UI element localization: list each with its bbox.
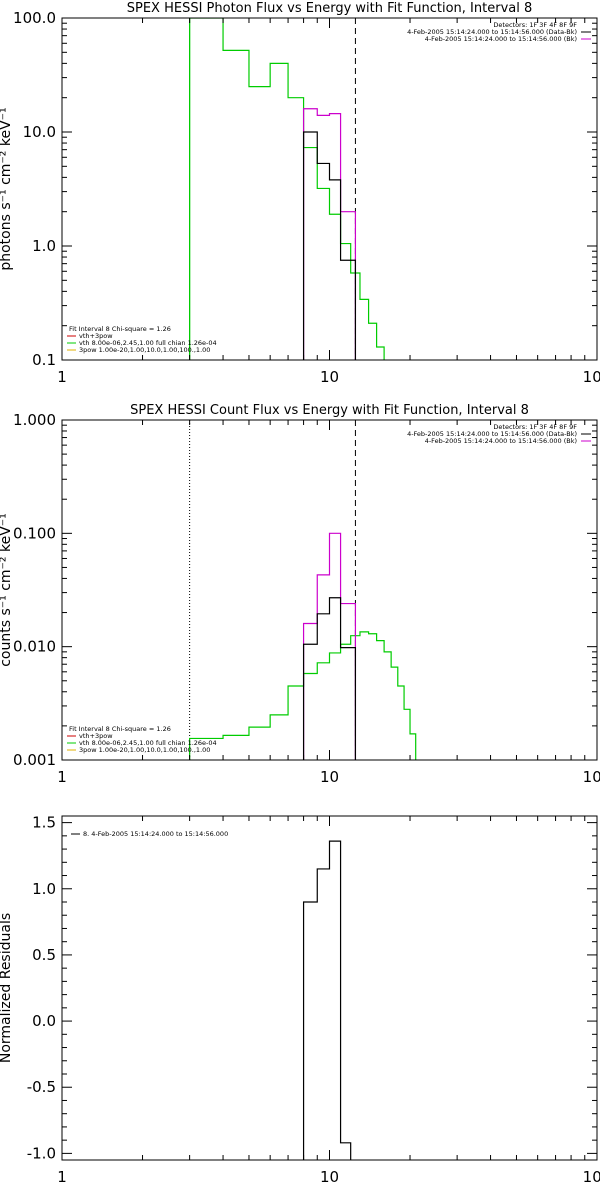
y-tick-label: 0.100 bbox=[13, 524, 56, 542]
legend-entry: vth+3pow bbox=[79, 332, 113, 340]
y-tick-label: 1.000 bbox=[13, 411, 56, 429]
legend-entry: 4-Feb-2005 15:14:24.000 to 15:14:56.000 … bbox=[407, 430, 577, 438]
histogram-series-3 bbox=[302, 131, 357, 360]
x-tick-label: 100 bbox=[583, 1168, 600, 1186]
x-tick-label: 10 bbox=[320, 768, 339, 786]
x-tick-label: 100 bbox=[583, 768, 600, 786]
chart-panel-2: SPEX HESSI Count Flux vs Energy with Fit… bbox=[0, 403, 600, 786]
chart-panel-1: SPEX HESSI Photon Flux vs Energy with Fi… bbox=[0, 1, 600, 386]
legend-entry: 4-Feb-2005 15:14:24.000 to 15:14:56.000 … bbox=[425, 437, 577, 445]
legend-entry: vth 8.00e-06,2.45,1.00 full chian 1.26e-… bbox=[79, 339, 217, 347]
y-tick-label: -1.0 bbox=[27, 1144, 56, 1162]
legend-entry: Detectors: 1F 3F 4F 8F 9F bbox=[493, 21, 577, 29]
x-tick-label: 10 bbox=[320, 368, 339, 386]
y-tick-label: -0.5 bbox=[27, 1078, 56, 1096]
legend-entry: 3pow 1.00e-20,1.00,10.0,1.00,100.,1.00 bbox=[79, 746, 210, 754]
x-tick-label: 100 bbox=[583, 368, 600, 386]
histogram-series-2 bbox=[302, 532, 357, 760]
legend-entry: 3pow 1.00e-20,1.00,10.0,1.00,100.,1.00 bbox=[79, 346, 210, 354]
histogram-series-1 bbox=[189, 18, 385, 360]
histogram-series-3 bbox=[302, 597, 357, 760]
y-tick-label: 0.0 bbox=[32, 1012, 56, 1030]
x-tick-label: 10 bbox=[320, 1168, 339, 1186]
y-axis-label: Normalized Residuals bbox=[0, 913, 14, 1063]
y-axis-label: photons s⁻¹ cm⁻² keV⁻¹ bbox=[0, 107, 14, 270]
y-tick-label: 1.5 bbox=[32, 814, 56, 832]
x-tick-label: 1 bbox=[57, 368, 67, 386]
legend-entry: Fit Interval 8 Chi-square = 1.26 bbox=[69, 725, 171, 733]
x-tick-label: 1 bbox=[57, 1168, 67, 1186]
histogram-series-2 bbox=[302, 108, 357, 360]
y-tick-label: 1.0 bbox=[32, 237, 56, 255]
y-tick-label: 100.0 bbox=[13, 9, 56, 27]
x-tick-label: 1 bbox=[57, 768, 67, 786]
histogram-series-1 bbox=[302, 840, 352, 1160]
y-tick-label: 0.1 bbox=[32, 351, 56, 369]
y-axis-label: counts s⁻¹ cm⁻² keV⁻¹ bbox=[0, 513, 14, 667]
y-tick-label: 10.0 bbox=[23, 123, 56, 141]
chart-panel-3: Normalized Residuals 1 10 100 -1.0 -0.5 0.0 0.5… bbox=[0, 814, 600, 1186]
y-tick-label: 1.0 bbox=[32, 880, 56, 898]
plot-frame bbox=[61, 419, 598, 761]
legend-entry: 4-Feb-2005 15:14:24.000 to 15:14:56.000 … bbox=[425, 35, 577, 43]
chart-title: SPEX HESSI Count Flux vs Energy with Fit… bbox=[130, 403, 529, 418]
y-tick-label: 0.5 bbox=[32, 946, 56, 964]
legend-entry: 8. 4-Feb-2005 15:14:24.000 to 15:14:56.0… bbox=[83, 830, 228, 838]
chart-title: SPEX HESSI Photon Flux vs Energy with Fi… bbox=[127, 1, 533, 16]
histogram-series-1 bbox=[189, 631, 417, 760]
legend-entry: 4-Feb-2005 15:14:24.000 to 15:14:56.000 … bbox=[407, 28, 577, 36]
legend-entry: vth+3pow bbox=[79, 732, 113, 740]
legend-entry: Fit Interval 8 Chi-square = 1.26 bbox=[69, 325, 171, 333]
legend-entry: vth 8.00e-06,2.45,1.00 full chian 1.26e-… bbox=[79, 739, 217, 747]
y-tick-label: 0.001 bbox=[13, 751, 56, 769]
legend-entry: Detectors: 1F 3F 4F 8F 9F bbox=[493, 423, 577, 431]
y-tick-label: 0.010 bbox=[13, 638, 56, 656]
